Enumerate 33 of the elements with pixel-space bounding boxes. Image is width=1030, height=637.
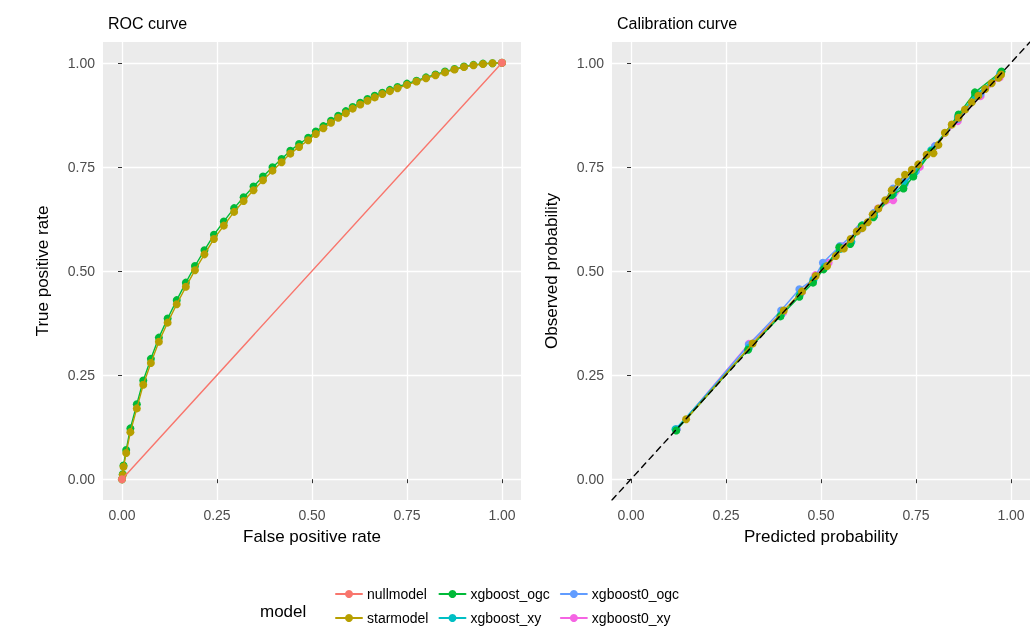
y-tick-label: 0.50 — [67, 263, 96, 279]
x-tick-label: 0.75 — [902, 507, 930, 523]
x-tick-label: 0.25 — [203, 507, 231, 523]
y-axis-title: Observed probability — [542, 192, 561, 349]
x-axis-title: Predicted probability — [743, 527, 899, 546]
x-tick-label: 0.00 — [617, 507, 645, 523]
x-tick-label: 1.00 — [997, 507, 1025, 523]
x-tick-label: 0.75 — [393, 507, 421, 523]
legend-label: nullmodel — [367, 586, 427, 602]
x-axis-title: False positive rate — [243, 527, 381, 546]
legend-label: xgboost0_ogc — [591, 586, 680, 602]
y-tick-label: 0.75 — [576, 158, 605, 175]
y-tick-label: 0.00 — [576, 471, 605, 488]
legend-label: xgboost0_xy — [591, 610, 671, 626]
x-tick-label: 1.00 — [488, 507, 516, 523]
y-tick-label: 0.25 — [67, 367, 96, 384]
y-tick-label: 1.00 — [576, 54, 605, 71]
x-tick-label: 0.50 — [807, 507, 835, 523]
y-tick-label: 0.75 — [67, 158, 96, 175]
y-tick-label: 1.00 — [67, 54, 96, 71]
legend-label: xgboost_xy — [470, 610, 542, 626]
x-tick-label: 0.50 — [298, 507, 326, 523]
chart-title: ROC curve — [108, 14, 188, 32]
y-tick-label: 0.50 — [576, 263, 605, 279]
y-tick-label: 0.00 — [67, 471, 96, 488]
legend-title: model — [260, 602, 307, 621]
y-axis-title: True positive rate — [33, 205, 52, 337]
y-tick-label: 0.25 — [576, 367, 605, 384]
x-tick-label: 0.25 — [712, 507, 740, 523]
x-tick-label: 0.00 — [108, 507, 136, 523]
legend-label: starmodel — [367, 610, 429, 626]
chart-title: Calibration curve — [617, 14, 738, 32]
legend-label: xgboost_ogc — [470, 586, 550, 602]
